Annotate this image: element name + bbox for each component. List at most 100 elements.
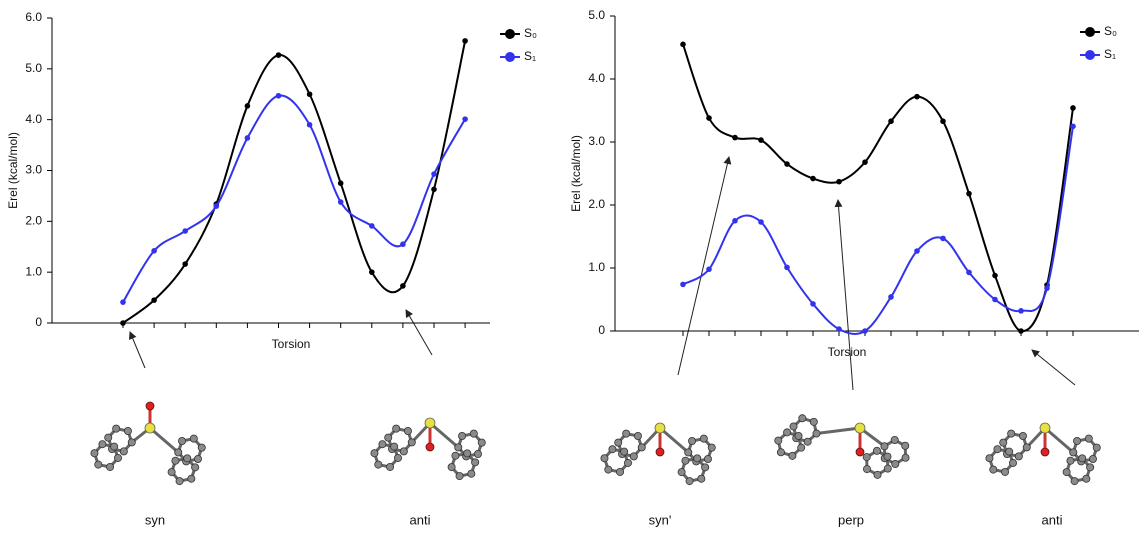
atom	[863, 453, 870, 460]
atom	[1089, 455, 1096, 462]
y-tick-label: 4.0	[25, 112, 42, 126]
atom	[685, 449, 692, 456]
atom	[113, 425, 120, 432]
point	[758, 219, 764, 225]
y-tick-label: 0	[35, 315, 42, 329]
point	[276, 52, 282, 58]
point	[400, 283, 406, 289]
atom	[472, 459, 479, 466]
atom	[881, 443, 888, 450]
atom	[128, 439, 135, 446]
point	[462, 38, 468, 44]
atom	[194, 455, 201, 462]
atom	[452, 452, 459, 459]
point	[400, 241, 406, 247]
atom	[630, 453, 637, 460]
atom	[91, 450, 98, 457]
y-axis-label: Erel (kcal/mol)	[569, 135, 583, 212]
atom	[704, 455, 711, 462]
point	[245, 135, 251, 141]
atom-o	[1041, 448, 1049, 456]
atom	[478, 439, 485, 446]
atom	[694, 455, 701, 462]
point	[151, 297, 157, 303]
atom	[120, 448, 127, 455]
atom	[698, 475, 705, 482]
legend-marker	[1085, 27, 1095, 37]
atom	[621, 448, 628, 455]
y-tick-label: 0	[598, 323, 605, 337]
point	[836, 326, 842, 332]
y-tick-label: 1.0	[588, 260, 605, 274]
point	[732, 218, 738, 224]
atom	[1015, 453, 1022, 460]
atom	[813, 430, 820, 437]
point	[120, 320, 126, 326]
point	[1018, 328, 1024, 334]
point	[784, 161, 790, 167]
molecule	[91, 402, 205, 485]
point	[732, 135, 738, 141]
atom	[188, 475, 195, 482]
atom	[810, 418, 817, 425]
atom	[624, 459, 631, 466]
point	[888, 294, 894, 300]
atom	[702, 464, 709, 471]
structure-label: syn'	[649, 512, 672, 527]
arrow	[838, 200, 853, 390]
point	[680, 282, 686, 288]
atom	[448, 464, 455, 471]
atom	[601, 455, 608, 462]
line	[683, 44, 1073, 331]
atom	[456, 472, 463, 479]
atom	[1006, 448, 1013, 455]
atom	[404, 427, 411, 434]
line	[683, 126, 1073, 334]
point	[151, 248, 157, 254]
atom	[688, 437, 695, 444]
atom	[634, 432, 641, 439]
atom	[468, 470, 475, 477]
atom	[616, 468, 623, 475]
atom	[386, 463, 393, 470]
y-tick-label: 2.0	[25, 214, 42, 228]
molecule	[986, 423, 1100, 485]
point	[245, 103, 251, 109]
atom	[408, 439, 415, 446]
legend-marker	[1085, 50, 1095, 60]
point	[1018, 308, 1024, 314]
atom	[790, 423, 797, 430]
atom	[1070, 449, 1077, 456]
atom	[795, 432, 802, 439]
atom	[178, 437, 185, 444]
atom	[686, 477, 693, 484]
y-tick-label: 6.0	[25, 10, 42, 24]
legend-label: S₁	[1104, 47, 1116, 61]
point	[836, 179, 842, 185]
atom	[777, 449, 784, 456]
atom	[190, 435, 197, 442]
point	[914, 248, 920, 254]
molecule	[775, 415, 909, 479]
y-tick-label: 2.0	[588, 197, 605, 211]
point	[462, 116, 468, 122]
y-tick-label: 4.0	[588, 71, 605, 85]
y-tick-label: 5.0	[25, 61, 42, 75]
atom	[609, 446, 616, 453]
atom	[994, 446, 1001, 453]
atom	[891, 436, 898, 443]
figure: 01.02.03.04.05.06.0Erel (kcal/mol)Torsio…	[0, 0, 1139, 535]
atom	[168, 469, 175, 476]
molecule	[371, 418, 485, 480]
atom	[1093, 444, 1100, 451]
atom	[198, 444, 205, 451]
point	[888, 118, 894, 124]
point	[307, 91, 313, 97]
point	[940, 236, 946, 242]
atom	[682, 457, 689, 464]
y-tick-label: 3.0	[588, 134, 605, 148]
atom	[700, 435, 707, 442]
atom	[105, 434, 112, 441]
atom	[1083, 475, 1090, 482]
atom	[400, 448, 407, 455]
